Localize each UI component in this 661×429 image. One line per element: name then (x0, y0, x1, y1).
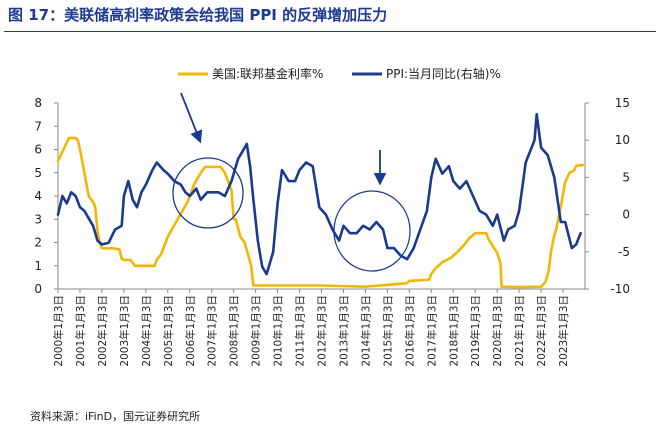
x-tick-label: 2017年1月3日 (425, 295, 438, 367)
y-left-tick-label: 7 (34, 119, 42, 133)
x-tick-label: 2015年1月3日 (381, 295, 394, 367)
y-left-tick-label: 3 (34, 212, 42, 226)
x-tick-label: 2012年1月3日 (316, 295, 329, 367)
x-tick-label: 2003年1月3日 (118, 295, 131, 367)
legend-label-ppi: PPI:当月同比(右轴)% (386, 66, 501, 81)
x-tick-label: 2001年1月3日 (74, 295, 87, 367)
x-tick-label: 2011年1月3日 (294, 295, 307, 367)
series-lines (56, 112, 585, 289)
source-note: 资料来源：iFinD，国元证券研究所 (30, 410, 201, 423)
x-tick-label: 2020年1月3日 (491, 295, 504, 367)
y-right-tick-label: -10 (610, 282, 630, 296)
x-tick-label: 2013年1月3日 (337, 295, 350, 367)
ppi-line (56, 112, 582, 276)
arrow-annotation (180, 92, 203, 144)
y-left-tick-label: 0 (34, 282, 42, 296)
x-tick-label: 2016年1月3日 (403, 295, 416, 367)
y-left-tick-label: 8 (34, 96, 42, 110)
legend-label-fed-rate: 美国:联邦基金利率% (212, 66, 323, 81)
x-tick-label: 2008年1月3日 (228, 295, 241, 367)
y-right-tick-label: 15 (615, 96, 630, 110)
axes: 0 1 2 3 4 5 6 7 8 -10 -5 0 5 10 15 2000年1月3日 2001年1月3日 20… (34, 96, 630, 367)
fed-rate-line (56, 136, 585, 289)
y-right-tick-label: 0 (622, 208, 630, 222)
y-left-tick-label: 4 (34, 189, 42, 203)
x-tick-label: 2023年1月3日 (557, 295, 570, 367)
title-rule (4, 31, 656, 32)
x-tick-label: 2002年1月3日 (96, 295, 109, 367)
chart-title: 图 17：美联储高利率政策会给我国 PPI 的反弹增加压力 (8, 6, 388, 24)
x-tick-label: 2014年1月3日 (359, 295, 372, 367)
legend: 美国:联邦基金利率% PPI:当月同比(右轴)% (178, 66, 501, 81)
y-right-tick-label: 10 (615, 133, 630, 147)
y-left-tick-label: 5 (34, 166, 42, 180)
x-tick-label: 2004年1月3日 (140, 295, 153, 367)
y-right-tick-label: 5 (622, 170, 630, 184)
x-tick-label: 2006年1月3日 (184, 295, 197, 367)
x-tick-label: 2019年1月3日 (469, 295, 482, 367)
x-tick-label: 2007年1月3日 (206, 295, 219, 367)
x-tick-label: 2009年1月3日 (250, 295, 263, 367)
x-tick-label: 2000年1月3日 (52, 295, 65, 367)
x-tick-label: 2021年1月3日 (513, 295, 526, 367)
x-tick-label: 2005年1月3日 (162, 295, 175, 367)
x-tick-label: 2018年1月3日 (447, 295, 460, 367)
y-left-tick-label: 6 (34, 143, 42, 157)
annotations (172, 92, 411, 272)
x-tick-label: 2022年1月3日 (535, 295, 548, 367)
y-left-tick-label: 2 (34, 236, 42, 250)
y-left-tick-label: 1 (34, 259, 42, 273)
y-right-tick-label: -5 (618, 245, 630, 259)
circle-annotation (333, 190, 411, 272)
circle-annotation (172, 157, 244, 229)
x-tick-label: 2010年1月3日 (272, 295, 285, 367)
